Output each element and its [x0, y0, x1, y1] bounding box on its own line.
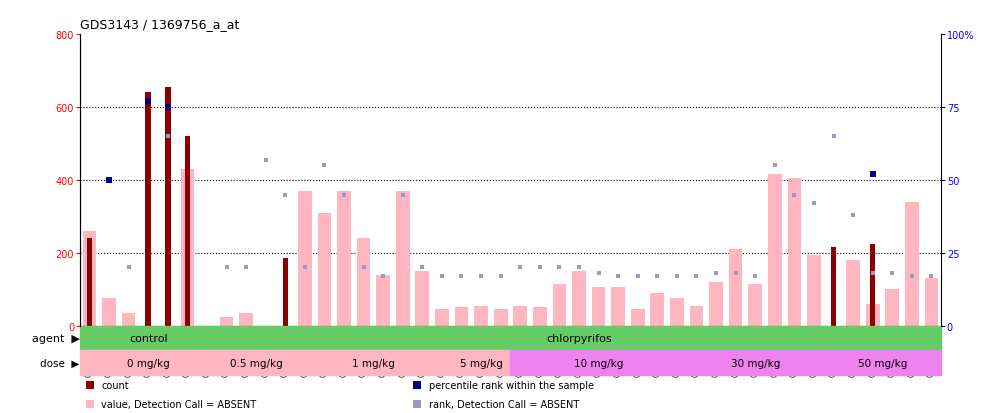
Bar	[180, 170, 194, 326]
Text: percentile rank within the sample: percentile rank within the sample	[428, 380, 594, 390]
Bar	[807, 255, 821, 326]
Bar	[494, 310, 508, 326]
Text: count: count	[102, 380, 128, 390]
Bar	[295, 351, 452, 375]
Bar	[83, 231, 97, 326]
Bar	[689, 306, 703, 326]
Bar	[847, 261, 860, 326]
Bar	[338, 191, 351, 326]
Bar	[87, 239, 93, 326]
Text: 50 mg/kg: 50 mg/kg	[858, 358, 907, 368]
Bar	[474, 306, 488, 326]
Text: 0 mg/kg: 0 mg/kg	[126, 358, 169, 368]
Bar	[510, 351, 686, 375]
Text: 10 mg/kg: 10 mg/kg	[574, 358, 623, 368]
Bar	[788, 179, 801, 326]
Text: GDS3143 / 1369756_a_at: GDS3143 / 1369756_a_at	[80, 18, 239, 31]
Bar	[357, 239, 371, 326]
Bar	[572, 271, 586, 326]
Bar	[122, 313, 135, 326]
Bar	[768, 175, 782, 326]
Bar	[612, 288, 625, 326]
Bar	[866, 304, 879, 326]
Bar	[630, 310, 644, 326]
Bar	[103, 299, 116, 326]
Bar	[220, 317, 233, 326]
Bar	[824, 351, 941, 375]
Bar	[80, 326, 217, 351]
Bar	[145, 93, 151, 326]
Text: 1 mg/kg: 1 mg/kg	[352, 358, 394, 368]
Bar	[870, 244, 875, 326]
Bar	[553, 284, 567, 326]
Bar	[217, 351, 295, 375]
Bar	[165, 88, 170, 326]
Bar	[650, 293, 664, 326]
Bar	[217, 326, 941, 351]
Text: rank, Detection Call = ABSENT: rank, Detection Call = ABSENT	[428, 399, 579, 409]
Text: chlorpyrifos: chlorpyrifos	[546, 333, 612, 343]
Bar	[709, 282, 723, 326]
Text: 0.5 mg/kg: 0.5 mg/kg	[229, 358, 282, 368]
Bar	[80, 351, 217, 375]
Bar	[533, 308, 547, 326]
Bar	[831, 248, 837, 326]
Bar	[748, 284, 762, 326]
Bar	[592, 288, 606, 326]
Bar	[513, 306, 527, 326]
Bar	[239, 313, 253, 326]
Bar	[885, 290, 899, 326]
Bar	[905, 202, 918, 326]
Text: value, Detection Call = ABSENT: value, Detection Call = ABSENT	[102, 399, 256, 409]
Bar	[395, 191, 409, 326]
Text: dose  ▶: dose ▶	[40, 358, 80, 368]
Bar	[924, 279, 938, 326]
Bar	[184, 137, 190, 326]
Bar	[686, 351, 824, 375]
Bar	[454, 308, 468, 326]
Text: 30 mg/kg: 30 mg/kg	[730, 358, 780, 368]
Bar	[452, 351, 510, 375]
Bar	[415, 271, 429, 326]
Text: control: control	[128, 333, 167, 343]
Text: agent  ▶: agent ▶	[32, 333, 80, 343]
Bar	[670, 299, 683, 326]
Bar	[318, 213, 332, 326]
Bar	[376, 275, 390, 326]
Bar	[435, 310, 449, 326]
Bar	[729, 249, 742, 326]
Text: 5 mg/kg: 5 mg/kg	[459, 358, 503, 368]
Bar	[283, 259, 288, 326]
Bar	[298, 191, 312, 326]
